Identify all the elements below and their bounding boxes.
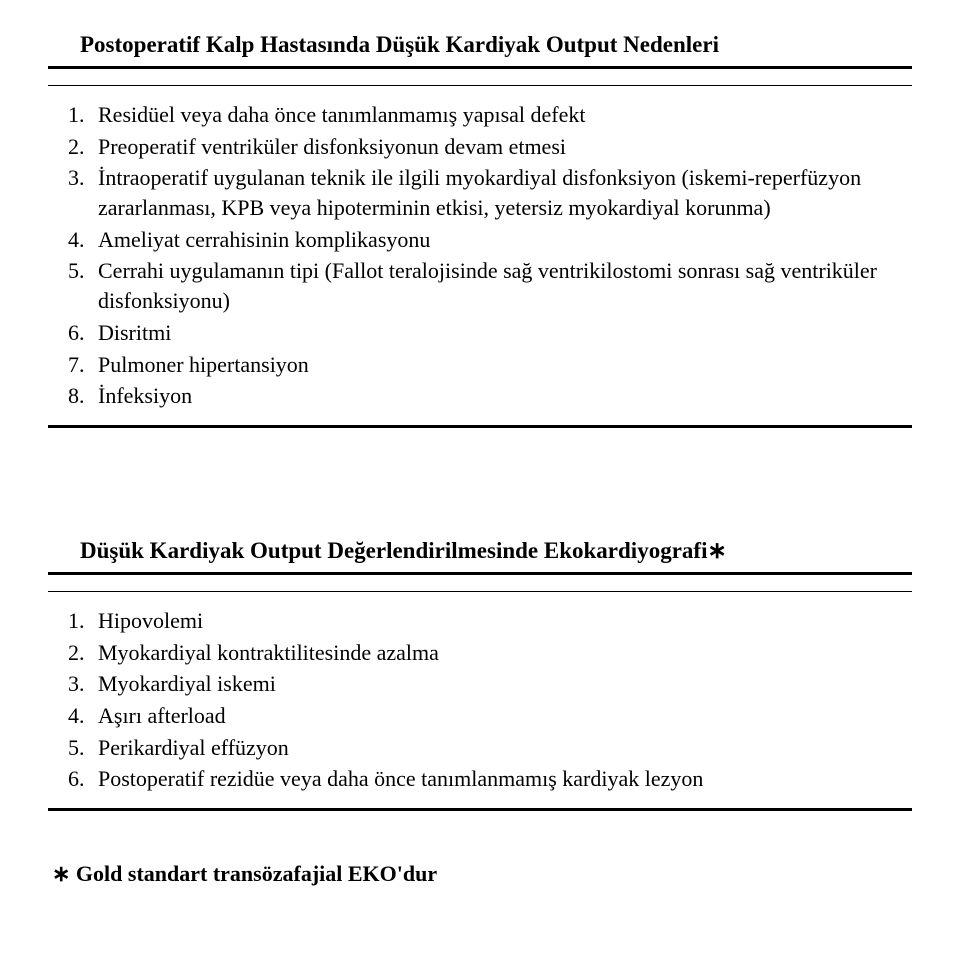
list-item: 7.Pulmoner hipertansiyon: [68, 350, 912, 380]
list-item-number: 2.: [68, 638, 98, 668]
section-echo: Düşük Kardiyak Output Değerlendirilmesin…: [48, 538, 912, 887]
list-item-number: 4.: [68, 225, 98, 255]
divider-thin: [48, 85, 912, 86]
list-item-number: 7.: [68, 350, 98, 380]
list-item: 6.Disritmi: [68, 318, 912, 348]
list-item: 6.Postoperatif rezidüe veya daha önce ta…: [68, 764, 912, 794]
list-item-text: Myokardiyal iskemi: [98, 669, 912, 699]
list-item-text: Perikardiyal effüzyon: [98, 733, 912, 763]
ordered-list: 1.Residüel veya daha önce tanımlanmamış …: [68, 100, 912, 411]
list-item-text: İnfeksiyon: [98, 381, 912, 411]
list-item-number: 1.: [68, 100, 98, 130]
footnote: ∗ Gold standart transözafajial EKO'dur: [52, 861, 912, 887]
list-item-number: 6.: [68, 318, 98, 348]
list-item-text: Ameliyat cerrahisinin komplikasyonu: [98, 225, 912, 255]
list-item: 8.İnfeksiyon: [68, 381, 912, 411]
list-item-text: İntraoperatif uygulanan teknik ile ilgil…: [98, 163, 912, 222]
list-item-number: 3.: [68, 669, 98, 699]
list-item: 2.Preoperatif ventriküler disfonksiyonun…: [68, 132, 912, 162]
list-item: 3.Myokardiyal iskemi: [68, 669, 912, 699]
list-item: 3.İntraoperatif uygulanan teknik ile ilg…: [68, 163, 912, 222]
list-item: 4.Ameliyat cerrahisinin komplikasyonu: [68, 225, 912, 255]
list-item-text: Hipovolemi: [98, 606, 912, 636]
divider-thin: [48, 591, 912, 592]
list-item-number: 1.: [68, 606, 98, 636]
list-item-number: 5.: [68, 733, 98, 763]
list-item-text: Preoperatif ventriküler disfonksiyonun d…: [98, 132, 912, 162]
list-item: 1.Residüel veya daha önce tanımlanmamış …: [68, 100, 912, 130]
list-item-text: Postoperatif rezidüe veya daha önce tanı…: [98, 764, 912, 794]
list-item-text: Residüel veya daha önce tanımlanmamış ya…: [98, 100, 912, 130]
section-title: Postoperatif Kalp Hastasında Düşük Kardi…: [80, 32, 912, 58]
section-causes: Postoperatif Kalp Hastasında Düşük Kardi…: [48, 32, 912, 428]
list-item: 5.Perikardiyal effüzyon: [68, 733, 912, 763]
list-item: 5.Cerrahi uygulamanın tipi (Fallot teral…: [68, 256, 912, 315]
list-item-text: Pulmoner hipertansiyon: [98, 350, 912, 380]
section-title: Düşük Kardiyak Output Değerlendirilmesin…: [80, 538, 912, 564]
list-item: 1.Hipovolemi: [68, 606, 912, 636]
divider-thick-bottom: [48, 808, 912, 811]
list-item-number: 3.: [68, 163, 98, 222]
divider-thick-bottom: [48, 425, 912, 428]
list-item-text: Cerrahi uygulamanın tipi (Fallot teraloj…: [98, 256, 912, 315]
list-item-number: 4.: [68, 701, 98, 731]
list-item: 2.Myokardiyal kontraktilitesinde azalma: [68, 638, 912, 668]
ordered-list: 1.Hipovolemi2.Myokardiyal kontraktilites…: [68, 606, 912, 794]
list-item-text: Disritmi: [98, 318, 912, 348]
list-item-number: 6.: [68, 764, 98, 794]
list-item-number: 5.: [68, 256, 98, 315]
list-item: 4.Aşırı afterload: [68, 701, 912, 731]
list-item-text: Aşırı afterload: [98, 701, 912, 731]
list-item-number: 2.: [68, 132, 98, 162]
list-item-number: 8.: [68, 381, 98, 411]
list-item-text: Myokardiyal kontraktilitesinde azalma: [98, 638, 912, 668]
